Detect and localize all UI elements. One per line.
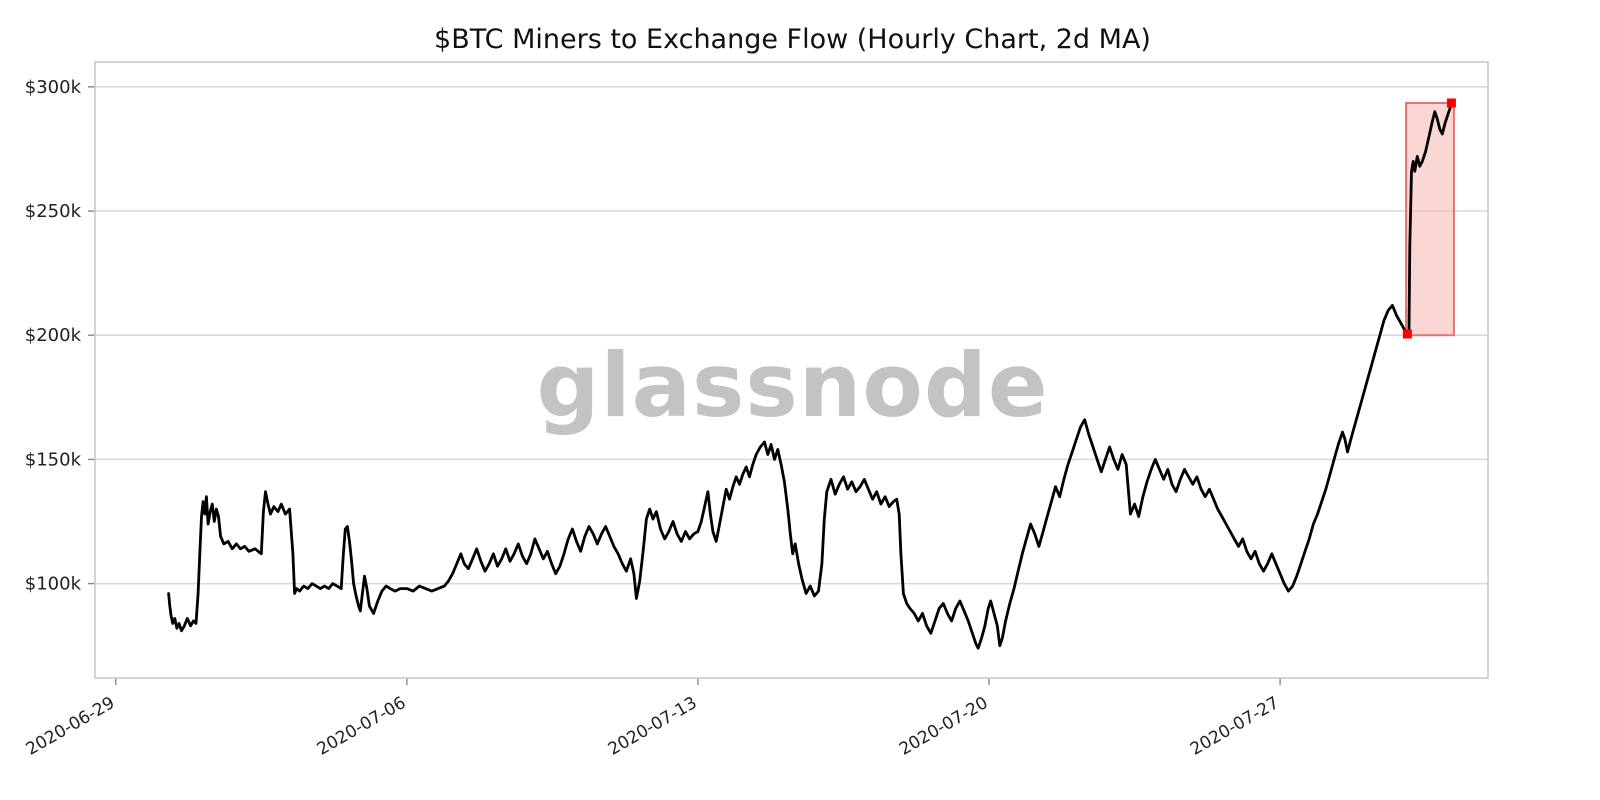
chart-title: $BTC Miners to Exchange Flow (Hourly Cha… [434,24,1151,55]
flow-line [167,102,1453,650]
y-tick-label: $200k [25,325,82,346]
y-tick-label: $250k [25,201,82,222]
x-tick-label: 2020-07-20 [896,693,992,760]
x-tick-label: 2020-07-06 [314,693,410,760]
highlight-box [1405,101,1455,337]
x-tick-label: 2020-07-27 [1187,693,1283,760]
x-tick-label: 2020-06-29 [23,693,119,760]
plot-border [94,61,1489,679]
y-tick-label: $300k [25,77,82,98]
highlight-marker [1402,329,1412,339]
x-tick-label: 2020-07-13 [605,693,701,760]
y-tick-label: $150k [25,449,82,470]
y-tick-label: $100k [25,574,82,595]
highlight-marker [1446,98,1456,108]
